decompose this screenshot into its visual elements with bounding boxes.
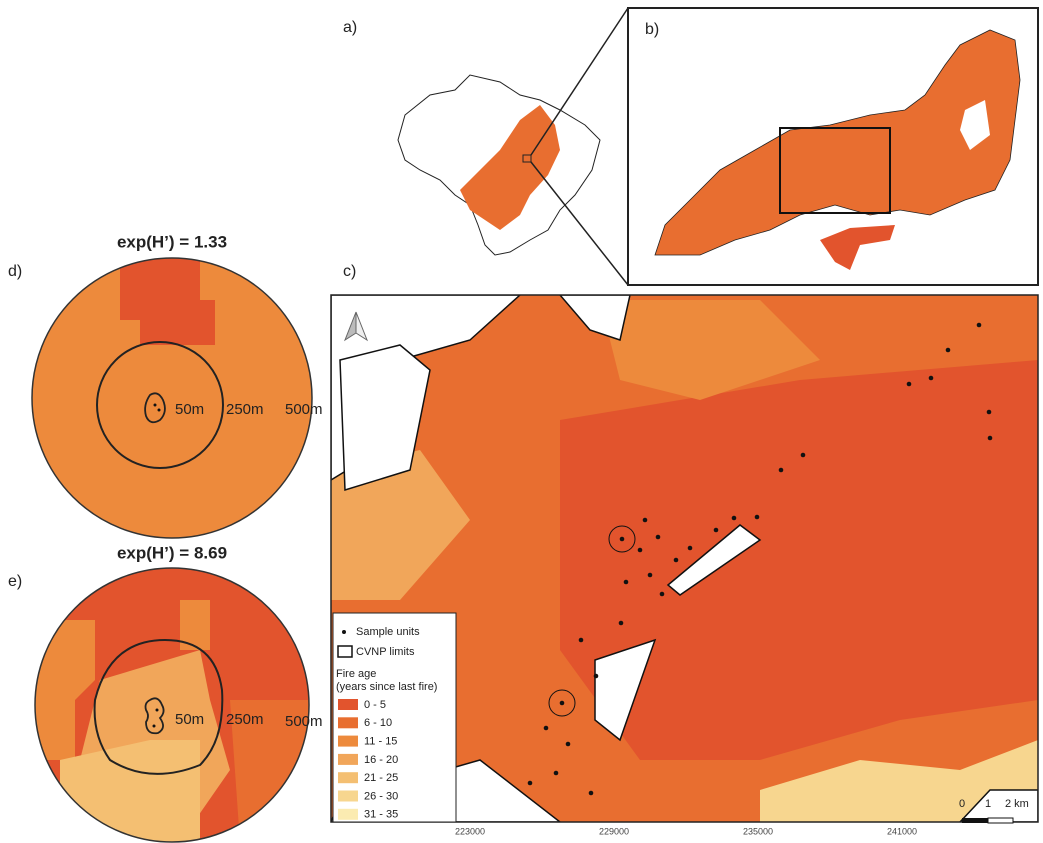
sample-unit xyxy=(988,436,993,441)
legend-class-label: 31 - 35 xyxy=(364,809,398,821)
sample-unit xyxy=(755,515,760,520)
legend-class-label: 21 - 25 xyxy=(364,772,398,784)
sample-unit xyxy=(624,580,629,585)
sample-unit xyxy=(660,592,665,597)
sample-unit xyxy=(619,621,624,626)
panel-label: b) xyxy=(645,21,659,38)
sample-unit xyxy=(779,468,784,473)
sample-unit xyxy=(620,537,625,542)
sample-unit xyxy=(987,410,992,415)
sample-unit xyxy=(544,726,549,731)
sample-unit xyxy=(674,558,679,563)
sample-unit xyxy=(714,528,719,533)
legend-class-label: 26 - 30 xyxy=(364,790,398,802)
scale-bar xyxy=(988,818,1013,823)
legend-swatch xyxy=(338,772,358,783)
legend-swatch xyxy=(338,717,358,728)
ring-label: 250m xyxy=(226,711,264,728)
panel-title: exp(H’) = 8.69 xyxy=(117,543,227,562)
x-coordinate-label: 223000 xyxy=(455,826,485,836)
ring-label: 50m xyxy=(175,711,204,728)
sample-unit xyxy=(732,516,737,521)
sample-unit xyxy=(566,742,571,747)
x-coordinate-label: 241000 xyxy=(887,826,917,836)
sample-unit xyxy=(801,453,806,458)
panel-title: exp(H’) = 1.33 xyxy=(117,232,227,251)
scale-label: 1 xyxy=(985,798,991,810)
sample-unit xyxy=(648,573,653,578)
sample-unit xyxy=(907,382,912,387)
legend-title: Fire age xyxy=(336,668,376,680)
ring-label: 50m xyxy=(175,401,204,418)
scale-label: 2 km xyxy=(1005,798,1029,810)
sample-unit xyxy=(643,518,648,523)
sample-unit xyxy=(638,548,643,553)
sample-unit xyxy=(554,771,559,776)
sample-unit xyxy=(977,323,982,328)
legend-class-label: 16 - 20 xyxy=(364,754,398,766)
x-coordinate-label: 235000 xyxy=(743,826,773,836)
ring-label: 500m xyxy=(285,713,323,730)
ring-label: 500m xyxy=(285,401,323,418)
legend-class-label: 0 - 5 xyxy=(364,699,386,711)
legend-swatch xyxy=(338,754,358,765)
scale-label: 0 xyxy=(959,798,965,810)
panel-label: a) xyxy=(343,19,357,36)
legend-label: CVNP limits xyxy=(356,646,415,658)
legend-swatch xyxy=(338,791,358,802)
sample-unit xyxy=(153,725,156,728)
sample-unit xyxy=(946,348,951,353)
legend-swatch xyxy=(338,809,358,820)
sample-unit xyxy=(528,781,533,786)
sample-unit xyxy=(594,674,599,679)
figure: a) b) c) d) e) exp(H’) = 1.33 exp(H’) = … xyxy=(0,0,1043,843)
legend-swatch xyxy=(338,736,358,747)
buffer-e xyxy=(35,568,309,842)
x-coordinate-label: 229000 xyxy=(599,826,629,836)
sample-unit xyxy=(589,791,594,796)
sample-unit xyxy=(929,376,934,381)
panel-label: d) xyxy=(8,263,22,280)
legend-label: Sample units xyxy=(356,626,420,638)
sample-unit xyxy=(560,701,565,706)
panel-label: c) xyxy=(343,263,356,280)
legend-swatch xyxy=(338,699,358,710)
scale-bar xyxy=(962,818,988,823)
sample-unit xyxy=(656,535,661,540)
buffer-d xyxy=(32,258,312,538)
sample-unit xyxy=(154,404,157,407)
legend-subtitle: (years since last fire) xyxy=(336,681,437,693)
legend-sample-symbol xyxy=(342,630,346,634)
sample-unit xyxy=(156,709,159,712)
panel-label: e) xyxy=(8,573,22,590)
sample-unit xyxy=(579,638,584,643)
ring-label: 250m xyxy=(226,401,264,418)
legend-class-label: 11 - 15 xyxy=(364,736,397,748)
legend-class-label: 6 - 10 xyxy=(364,717,392,729)
sample-unit xyxy=(158,409,161,412)
sample-unit xyxy=(688,546,693,551)
